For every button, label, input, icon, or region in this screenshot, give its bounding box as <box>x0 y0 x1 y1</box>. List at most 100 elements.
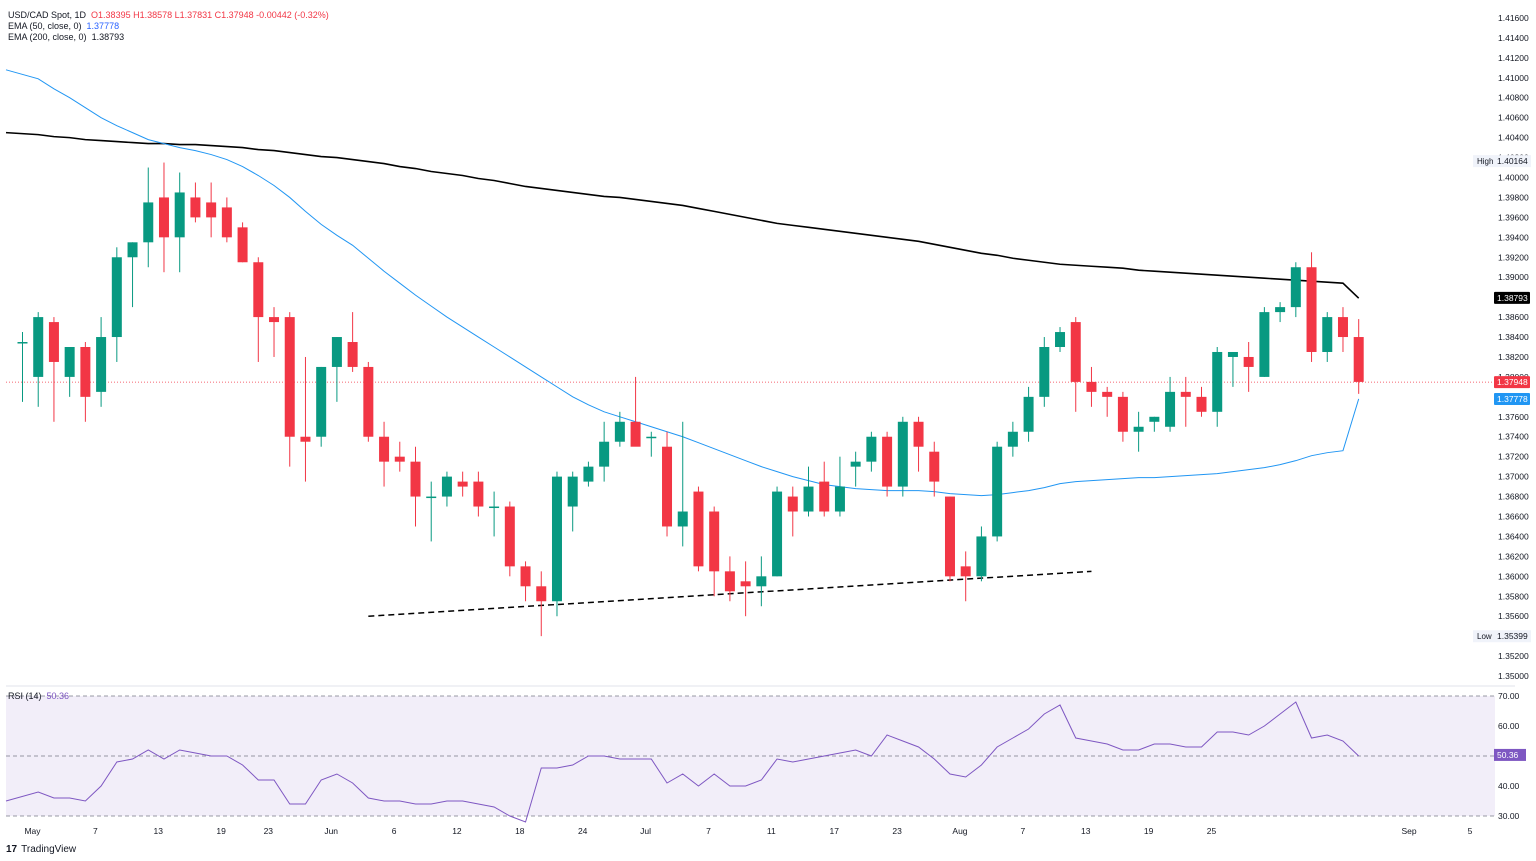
time-tick-label: 19 <box>216 826 226 836</box>
ema50-line <box>5 69 1360 497</box>
candle-down <box>1102 391 1113 397</box>
candle-up <box>331 337 342 367</box>
candle-up <box>834 486 845 512</box>
candle-up <box>1227 351 1238 357</box>
candle-down <box>504 506 515 567</box>
candle-up <box>1007 431 1018 447</box>
candle-up <box>866 436 877 462</box>
rsi-tick-label: 60.00 <box>1498 721 1520 731</box>
price-tick-label: 1.41200 <box>1498 53 1529 63</box>
time-tick-label: 19 <box>1144 826 1154 836</box>
ema200-legend: EMA (200, close, 0) 1.38793 <box>8 32 124 43</box>
candle-down <box>724 571 735 592</box>
candle-up <box>599 441 610 467</box>
candle-up <box>64 347 75 377</box>
rsi-value-tag: 50.36 <box>1497 750 1519 760</box>
high-marker-bg <box>1473 155 1531 168</box>
candle-down <box>206 202 217 218</box>
time-tick-label: 7 <box>706 826 711 836</box>
price-tick-label: 1.35200 <box>1498 651 1529 661</box>
ema50-legend: EMA (50, close, 0) 1.37778 <box>8 21 119 32</box>
price-tick-label: 1.40800 <box>1498 93 1529 103</box>
price-tick-label: 1.38400 <box>1498 332 1529 342</box>
ema50-price-tag: 1.37778 <box>1497 394 1528 404</box>
time-tick-label: Jul <box>640 826 651 836</box>
candle-down <box>787 496 798 512</box>
candle-down <box>630 421 641 447</box>
candle-down <box>253 262 264 318</box>
candle-down <box>819 481 830 512</box>
rsi-value-tag-bg <box>1494 748 1526 761</box>
time-tick-label: 12 <box>452 826 462 836</box>
candle-down <box>379 436 390 462</box>
candle-down <box>709 511 720 572</box>
candle-up <box>803 486 814 512</box>
price-tick-label: 1.36800 <box>1498 492 1529 502</box>
candle-up <box>976 536 987 577</box>
time-tick-label: 17 <box>829 826 839 836</box>
price-tick-label: 1.38200 <box>1498 352 1529 362</box>
candle-up <box>426 496 437 499</box>
price-tick-label: 1.35600 <box>1498 611 1529 621</box>
candle-up <box>1039 347 1050 397</box>
candle-down <box>1196 396 1207 412</box>
candle-up <box>1259 312 1270 377</box>
candle-up <box>1275 307 1286 313</box>
rsi-tick-label: 40.00 <box>1498 781 1520 791</box>
price-tick-label: 1.39600 <box>1498 212 1529 222</box>
candle-down <box>190 197 201 218</box>
price-pane[interactable] <box>5 69 1515 687</box>
candle-up <box>646 436 657 439</box>
candle-down <box>347 342 358 367</box>
price-tick-label: 1.41400 <box>1498 33 1529 43</box>
tradingview-wordmark: TradingView <box>21 844 77 855</box>
candle-down <box>410 461 421 497</box>
time-tick-label: Aug <box>952 826 967 836</box>
candle-down <box>1180 391 1191 397</box>
candle-down <box>237 227 248 263</box>
low-marker-label: Low <box>1477 632 1492 641</box>
candle-down <box>693 491 704 567</box>
ema200-price-tag: 1.38793 <box>1497 293 1528 303</box>
candle-down <box>284 317 295 437</box>
time-axis[interactable]: May 7 13 19 23 Jun 6 12 18 24 Jul 7 11 17 23 Aug 7 13 19 25… <box>24 826 1472 836</box>
time-tick-label: 13 <box>154 826 164 836</box>
time-tick-label: 5 <box>1468 826 1473 836</box>
candle-down <box>913 421 924 447</box>
candle-up <box>441 476 452 497</box>
time-tick-label: 18 <box>515 826 525 836</box>
candle-up <box>1055 332 1066 347</box>
price-axis[interactable]: 1.41600 1.41400 1.41200 1.41000 1.40800 1.406… <box>1473 13 1531 681</box>
ohlc-values: O1.38395 H1.38578 L1.37831 C1.37948 -0.0… <box>91 10 329 20</box>
candle-up <box>143 202 154 243</box>
rsi-tick-label: 30.00 <box>1498 811 1520 821</box>
candle-down <box>536 586 547 602</box>
ema200-price-tag-bg <box>1494 291 1530 304</box>
candle-up <box>1149 416 1160 422</box>
candle-up <box>1133 426 1144 432</box>
price-tick-label: 1.41000 <box>1498 73 1529 83</box>
candle-down <box>80 347 91 397</box>
candle-down <box>520 566 531 587</box>
rsi-legend: RSI (14) 50.36 <box>8 691 69 702</box>
candle-up <box>583 466 594 482</box>
time-tick-label: 23 <box>264 826 274 836</box>
candle-up <box>1023 396 1034 432</box>
candle-up <box>551 476 562 602</box>
candle-up <box>772 491 783 577</box>
price-tick-label: 1.36200 <box>1498 551 1529 561</box>
time-tick-label: 6 <box>392 826 397 836</box>
price-tick-label: 1.36400 <box>1498 531 1529 541</box>
candle-up <box>316 366 327 437</box>
time-tick-label: 25 <box>1207 826 1217 836</box>
tradingview-logo[interactable]: 17 TradingView <box>6 844 76 855</box>
candle-down <box>944 496 955 577</box>
candle-up <box>677 511 688 527</box>
candle-down <box>1070 322 1081 382</box>
time-tick-label: 11 <box>767 826 776 836</box>
candle-down <box>1117 396 1128 432</box>
rsi-pane[interactable]: 70.00 60.00 40.00 30.00 50.36 <box>5 691 1526 823</box>
candle-up <box>127 242 138 258</box>
candle-up <box>1322 317 1333 352</box>
